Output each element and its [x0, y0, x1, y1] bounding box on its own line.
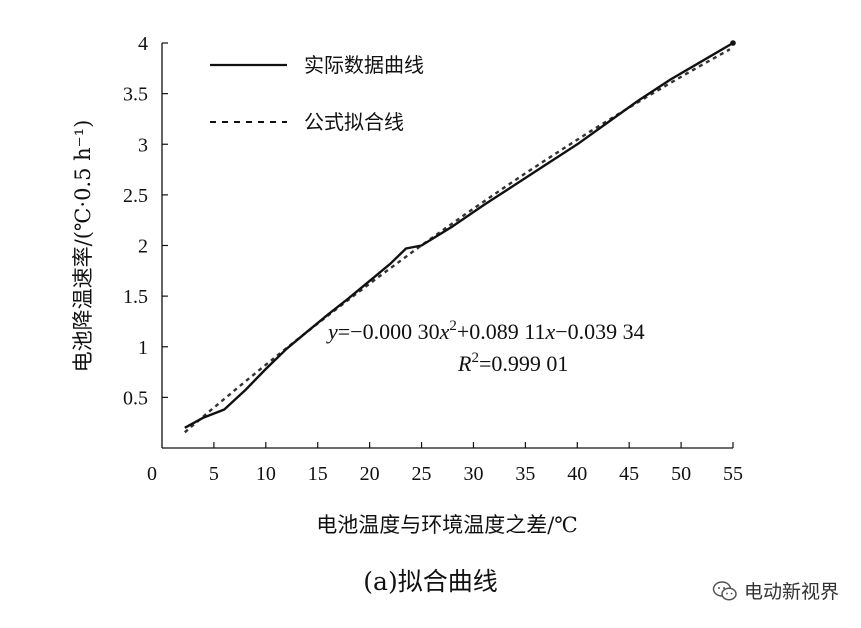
legend: 实际数据曲线 公式拟合线 — [210, 53, 424, 134]
x-tick-label: 55 — [723, 463, 743, 485]
y-tick-label: 1 — [138, 337, 148, 359]
eq-var-x1: x — [439, 319, 450, 344]
axis-ticks: 0 5 10 15 20 25 30 35 40 45 50 55 0.5 1 1.5 2 2.5 3 3.5 4 — [123, 33, 743, 485]
y-tick-label: 3 — [138, 134, 148, 156]
eq-var-x2: x — [544, 319, 555, 344]
x-tick-label: 40 — [567, 463, 587, 485]
chart-figure: 0 5 10 15 20 25 30 35 40 45 50 55 0.5 1 1.5 2 2.5 3 3.5 4 实… — [71, 33, 743, 537]
y-axis-label: 电池降温速率/(℃·0.5 h⁻¹) — [71, 120, 95, 373]
y-tick-label: 3.5 — [123, 84, 148, 106]
x-axis-label: 电池温度与环境温度之差/℃ — [316, 513, 578, 537]
eq-part2: +0.089 11 — [457, 319, 546, 344]
eq-part1: =−0.000 30 — [338, 319, 440, 344]
figure-caption: (a)拟合曲线 — [363, 567, 498, 596]
x-tick-label: 5 — [209, 463, 219, 485]
x-tick-label: 30 — [463, 463, 483, 485]
x-tick-label: 0 — [147, 463, 157, 485]
r2-value: =0.999 01 — [479, 351, 568, 376]
y-tick-label: 0.5 — [123, 387, 148, 409]
y-tick-label: 2.5 — [123, 185, 148, 207]
eq-exp: 2 — [449, 318, 457, 334]
r2-var: R — [457, 351, 472, 376]
series-actual-endpoint — [730, 40, 736, 46]
legend-label-actual: 实际数据曲线 — [304, 53, 424, 77]
y-tick-label: 4 — [138, 33, 148, 55]
fit-equation: y=−0.000 30x2+0.089 11x−0.039 34 — [326, 318, 645, 344]
x-tick-label: 50 — [671, 463, 691, 485]
x-tick-label: 20 — [360, 463, 380, 485]
x-tick-label: 35 — [515, 463, 535, 485]
watermark-text: 电动新视界 — [743, 581, 839, 603]
legend-label-fit: 公式拟合线 — [304, 110, 404, 134]
eq-part3: −0.039 34 — [555, 319, 644, 344]
series-actual-line — [184, 41, 734, 429]
r2-exp: 2 — [471, 350, 479, 366]
y-tick-label: 1.5 — [123, 286, 148, 308]
series-layer — [184, 40, 736, 434]
x-tick-label: 15 — [308, 463, 328, 485]
watermark: 电动新视界 — [712, 577, 839, 604]
x-tick-label: 45 — [619, 463, 639, 485]
eq-var-y: y — [326, 319, 338, 344]
wechat-icon — [712, 580, 737, 601]
r-squared: R2=0.999 01 — [457, 350, 568, 376]
x-tick-label: 25 — [412, 463, 432, 485]
x-tick-label: 10 — [256, 463, 276, 485]
y-tick-label: 2 — [138, 236, 148, 258]
